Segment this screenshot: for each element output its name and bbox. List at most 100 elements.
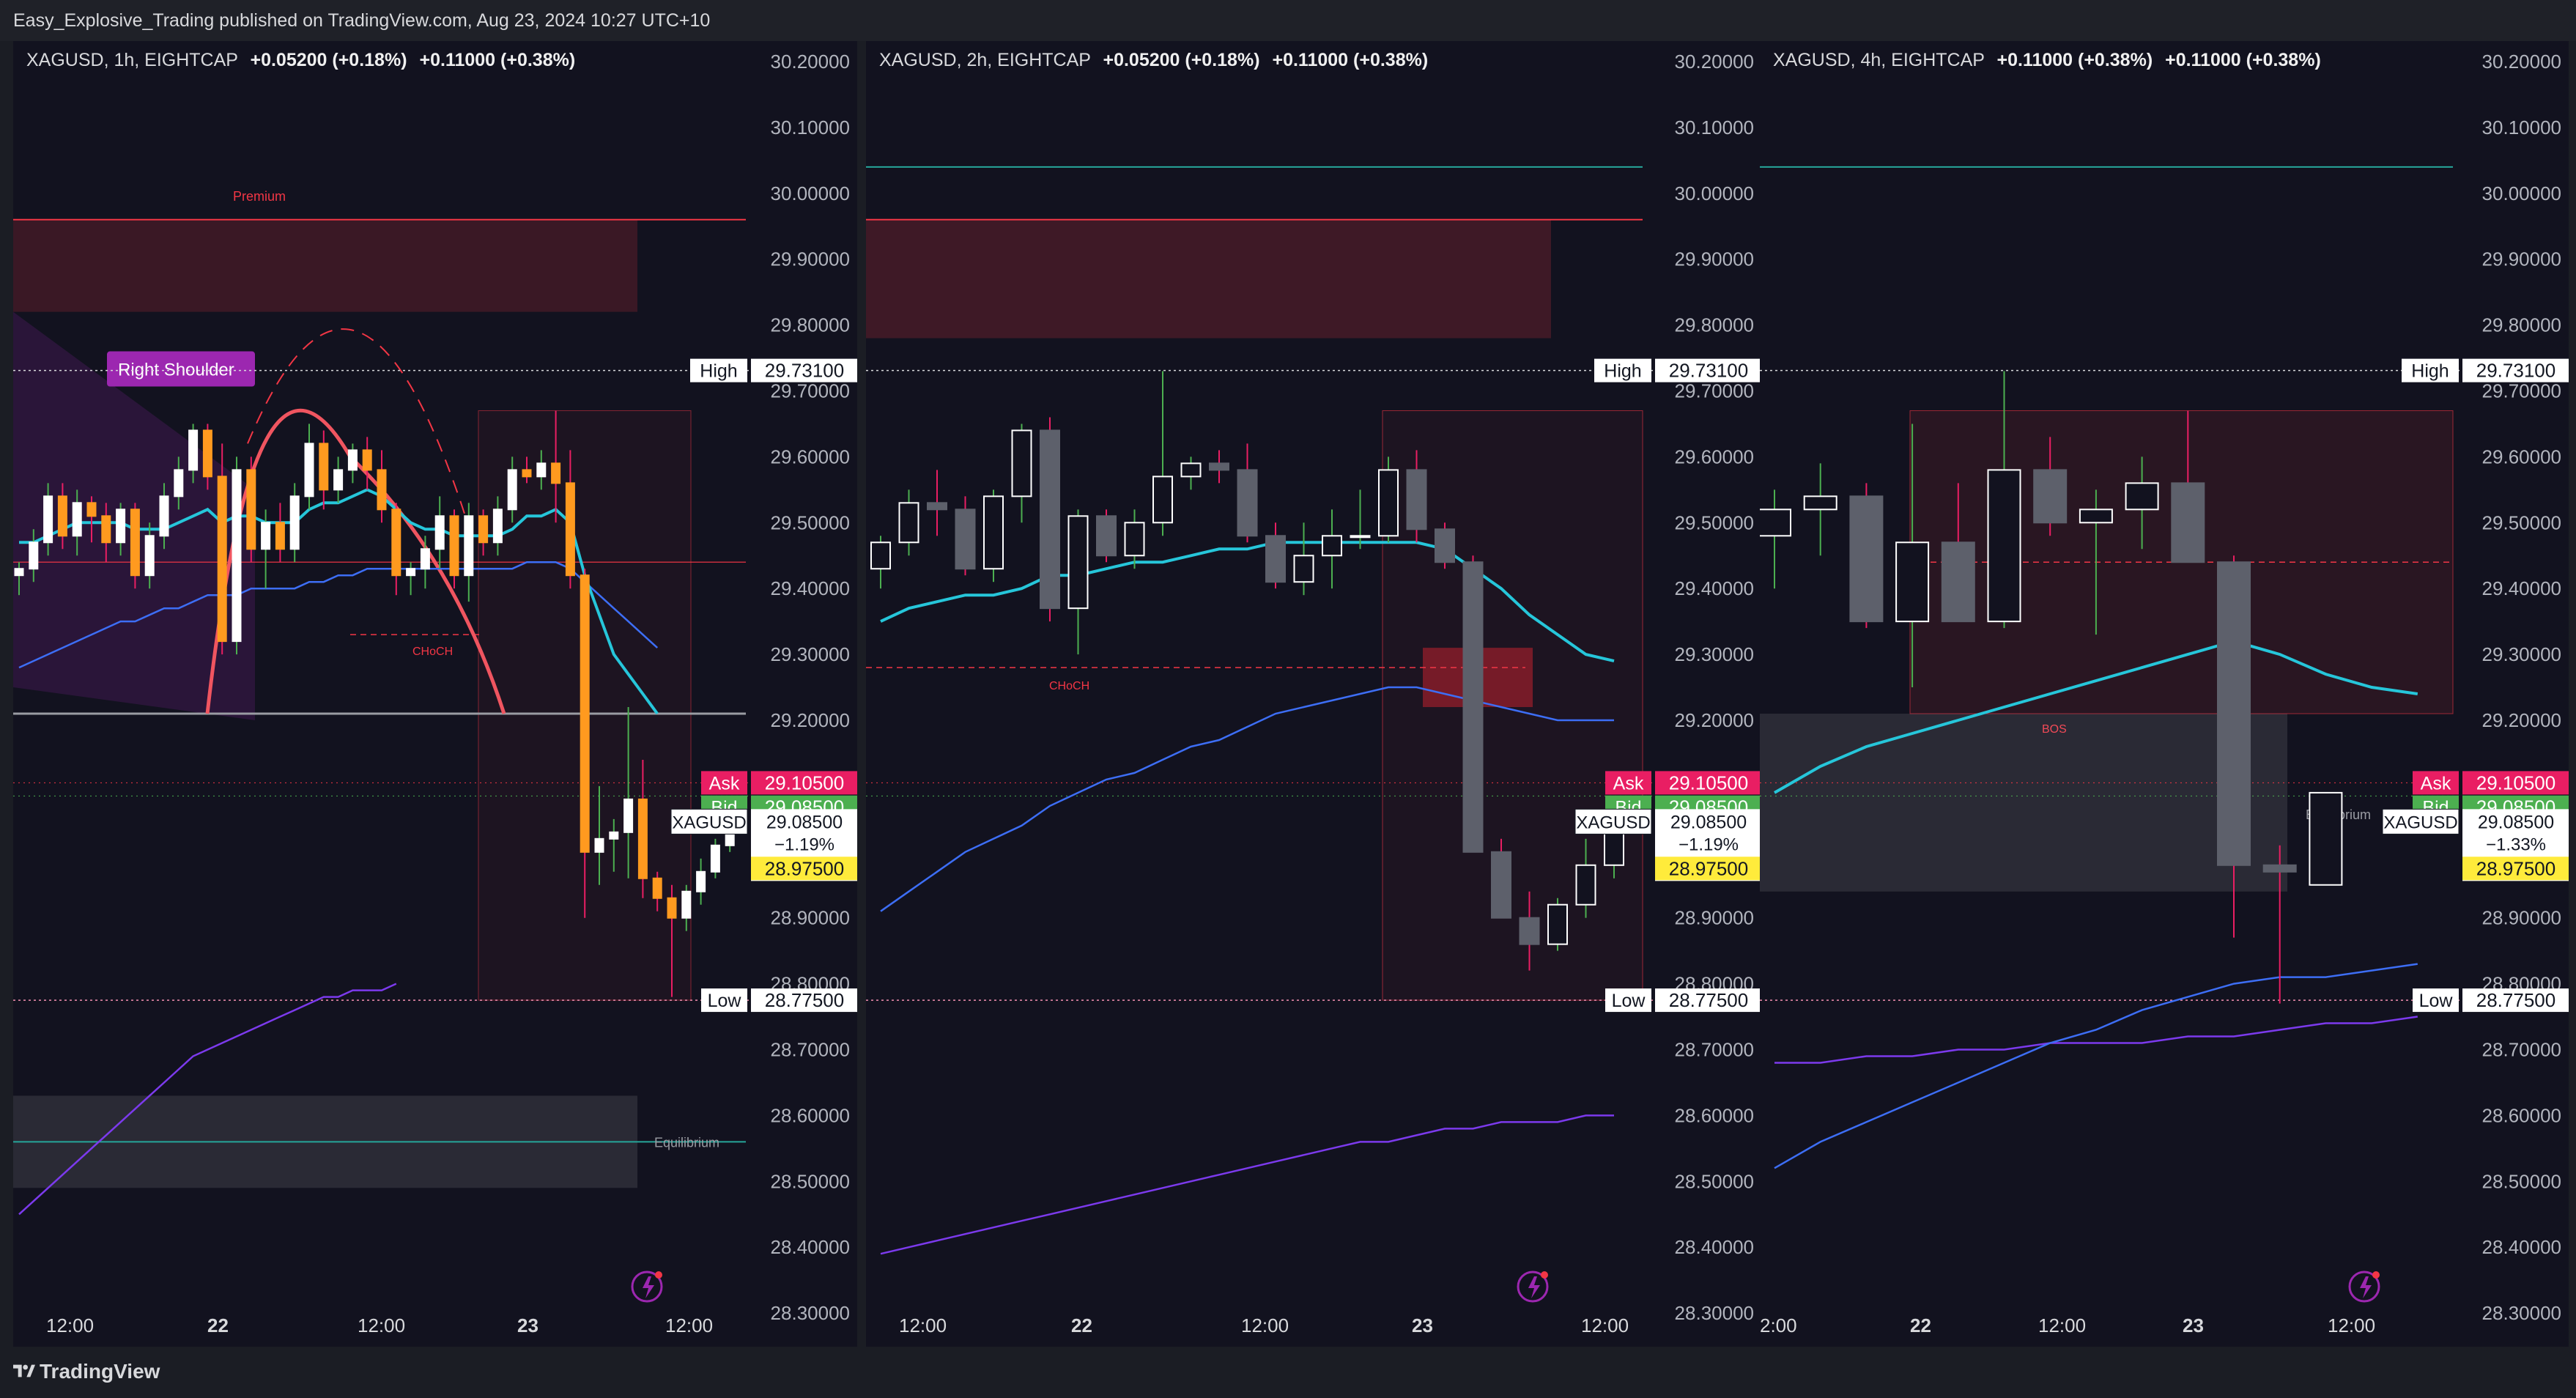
premium-zone <box>13 219 637 312</box>
ema-purple <box>1774 1016 2418 1064</box>
candle <box>1040 417 1060 622</box>
candle <box>232 456 242 655</box>
y-tick-label: 28.70000 <box>771 1039 850 1061</box>
candle-body <box>449 515 459 577</box>
candle-body <box>29 541 39 570</box>
candle <box>261 509 271 589</box>
candle <box>130 503 140 589</box>
x-tick-label: 22 <box>1071 1314 1092 1336</box>
y-tick-label: 29.90000 <box>1675 248 1754 270</box>
y-tick-label: 30.00000 <box>2482 182 2561 204</box>
candle-body <box>478 515 489 544</box>
candle <box>1237 443 1258 543</box>
candle-body <box>57 495 67 537</box>
symbol-tag: XAGUSD <box>672 813 746 832</box>
candle <box>406 562 416 596</box>
notification-dot <box>1541 1271 1548 1279</box>
candle-body <box>1040 429 1060 610</box>
low-price-value-bg <box>751 988 857 1013</box>
choch-label: CHoCH <box>412 646 453 658</box>
x-tick-label: 12:00 <box>665 1314 713 1336</box>
candle <box>14 562 24 596</box>
candle-body <box>955 508 976 570</box>
candle <box>1491 838 1511 919</box>
yellow-price-bg <box>1655 857 1761 881</box>
y-tick-label: 29.40000 <box>1675 577 1754 599</box>
yellow-price-bg <box>2462 857 2569 881</box>
candle <box>1209 450 1229 484</box>
lightning-icon <box>2348 1271 2380 1303</box>
high-price-value-bg <box>751 358 857 382</box>
candle-body <box>1575 864 1596 906</box>
notification-dot <box>655 1271 662 1279</box>
candle <box>2079 489 2113 635</box>
candle-body <box>275 522 285 550</box>
ask-price-label: Ask <box>1613 773 1644 794</box>
last-price: 29.08500 <box>2478 812 2554 832</box>
candle <box>2171 410 2205 563</box>
lightning-icon <box>1517 1271 1549 1303</box>
candle <box>116 503 126 556</box>
choch-label: CHoCH <box>1049 680 1089 692</box>
lightning-bolt <box>643 1276 654 1298</box>
candle-body <box>1760 508 1791 537</box>
candle-body <box>174 469 184 498</box>
candle-body <box>289 495 300 550</box>
candle-body <box>609 831 619 840</box>
chart-panel-4h[interactable]: BOSEquilibrium30.2000030.1000030.0000029… <box>1760 41 2569 1347</box>
chart-svg: Premium Equilibrium CHoCH Right Shoulder 30.… <box>13 51 857 1336</box>
chart-svg: CHoCH 30.20000 30.10000 30.00000 29.90000 29.… <box>866 51 1761 1336</box>
candle <box>652 871 662 911</box>
brand-name: TradingView <box>40 1360 160 1383</box>
candle-body <box>202 429 212 478</box>
y-tick-label: 29.20000 <box>1675 709 1754 731</box>
candle-body <box>637 798 648 879</box>
x-tick-label: 23 <box>1412 1314 1433 1336</box>
ask-price-value: 29.10500 <box>765 772 844 794</box>
y-tick-label: 29.50000 <box>2482 511 2561 533</box>
low-price-label: Low <box>708 991 742 1011</box>
y-tick-label: 29.80000 <box>1675 314 1754 336</box>
candle <box>667 884 677 997</box>
candle <box>174 456 184 510</box>
candle <box>1575 838 1596 918</box>
candle-body <box>492 508 503 544</box>
high-price-label-bg <box>2402 358 2459 382</box>
candle <box>1152 371 1173 536</box>
candle <box>2217 555 2251 938</box>
y-tick-label: 29.70000 <box>771 380 850 402</box>
candle-body <box>319 443 329 491</box>
candle-body <box>667 897 677 919</box>
low-price-label-bg <box>2413 988 2459 1013</box>
candle <box>304 424 314 510</box>
candle-body <box>406 568 416 577</box>
candle <box>1435 522 1455 569</box>
candle <box>870 536 891 589</box>
candle-body <box>983 495 1004 570</box>
candle-body <box>362 449 372 471</box>
high-price-value-bg <box>1655 358 1761 382</box>
x-tick-label: 23 <box>517 1314 538 1336</box>
y-tick-label: 29.30000 <box>1675 643 1754 665</box>
candle <box>551 410 561 523</box>
equilibrium-label: Equilibrium <box>654 1135 719 1150</box>
candle <box>1096 509 1117 563</box>
candle-body <box>551 462 561 484</box>
supply-zone <box>866 219 1551 339</box>
candle-body <box>377 469 387 511</box>
candle-body <box>565 482 575 577</box>
ask-price-value: 29.10500 <box>1669 772 1748 794</box>
candle-body <box>420 548 430 570</box>
candle <box>319 430 329 510</box>
last-price: 29.08500 <box>766 812 843 832</box>
chart-panel-1h[interactable]: Premium Equilibrium CHoCH Right Shoulder 30.… <box>13 41 857 1347</box>
y-tick-label: 30.20000 <box>1675 51 1754 73</box>
y-tick-label: 29.30000 <box>771 643 850 665</box>
chart-panel-2h[interactable]: CHoCH 30.20000 30.10000 30.00000 29.90000 29.… <box>866 41 1761 1347</box>
candle-body <box>1322 535 1342 557</box>
candle <box>478 509 489 556</box>
candle <box>159 483 169 550</box>
equilibrium-zone <box>1760 714 2287 892</box>
candle <box>609 818 619 872</box>
x-tick-label: 22 <box>207 1314 229 1336</box>
